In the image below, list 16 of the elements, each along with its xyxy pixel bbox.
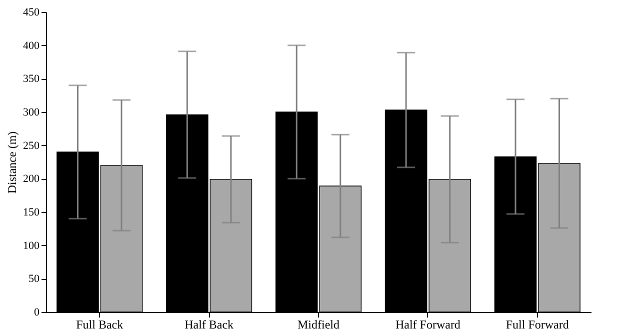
y-tick-label: 300 [23, 106, 40, 118]
y-tick-label: 400 [23, 40, 40, 52]
x-tick-label: Full Back [76, 318, 124, 332]
y-tick-label: 200 [23, 173, 40, 186]
y-tick-label: 250 [23, 140, 40, 152]
y-tick-label: 100 [23, 240, 40, 252]
y-tick-label: 150 [23, 206, 40, 218]
y-tick-label: 450 [23, 6, 40, 18]
x-tick-label: Half Forward [395, 318, 460, 332]
x-tick-label: Full Forward [506, 318, 569, 332]
y-axis-title: Distance (m) [5, 131, 19, 194]
y-tick-label: 0 [34, 306, 40, 318]
x-tick-label: Midfield [298, 318, 340, 332]
x-tick-label: Half Back [184, 318, 234, 332]
y-tick-label: 350 [23, 73, 40, 86]
y-tick-label: 50 [28, 273, 40, 286]
